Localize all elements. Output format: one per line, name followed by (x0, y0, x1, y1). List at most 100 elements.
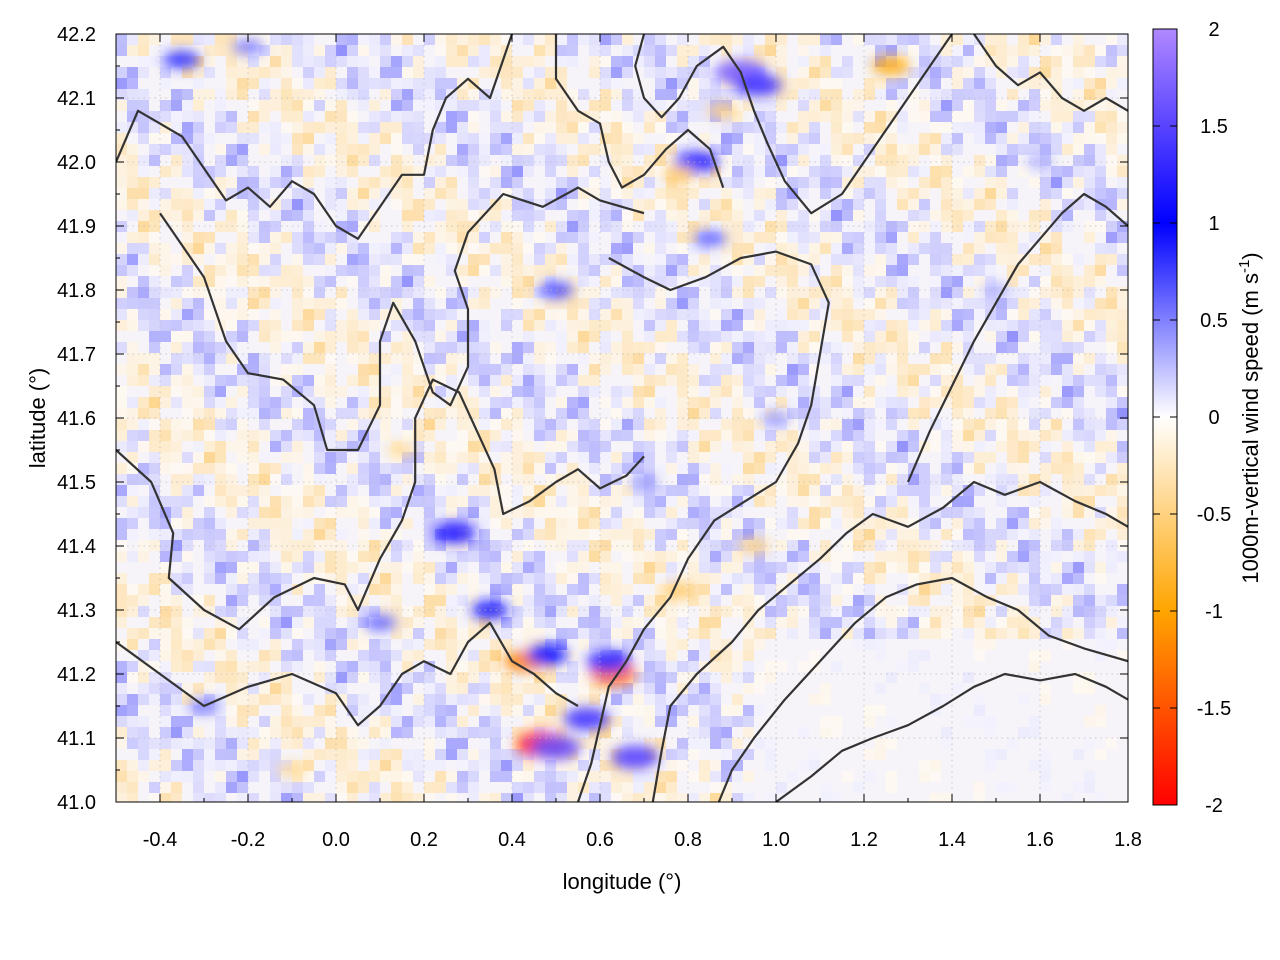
heatmap-cell (347, 584, 358, 595)
heatmap-cell (1040, 474, 1051, 485)
heatmap-cell (435, 177, 446, 188)
heatmap-cell (611, 793, 622, 802)
heatmap-cell (699, 694, 710, 705)
heatmap-cell (127, 771, 138, 782)
heatmap-cell (457, 386, 468, 397)
heatmap-cell (336, 760, 347, 771)
heatmap-cell (886, 155, 897, 166)
heatmap-cell (545, 166, 556, 177)
heatmap-cell (1117, 265, 1128, 276)
heatmap-cell (666, 672, 677, 683)
heatmap-cell (270, 243, 281, 254)
heatmap-cell (677, 243, 688, 254)
heatmap-cell (611, 430, 622, 441)
heatmap-cell (369, 309, 380, 320)
heatmap-cell (875, 287, 886, 298)
heatmap-cell (336, 133, 347, 144)
heatmap-cell (391, 749, 402, 760)
heatmap-cell (1018, 243, 1029, 254)
heatmap-cell (1106, 408, 1117, 419)
heatmap-cell (677, 661, 688, 672)
heatmap-cell (622, 606, 633, 617)
heatmap-cell (523, 485, 534, 496)
heatmap-cell (930, 771, 941, 782)
heatmap-cell (369, 386, 380, 397)
heatmap-cell (325, 441, 336, 452)
heatmap-cell (204, 397, 215, 408)
heatmap-cell (875, 34, 886, 45)
heatmap-cell (699, 738, 710, 749)
heatmap-cell (556, 375, 567, 386)
heatmap-cell (534, 683, 545, 694)
heatmap-cell (743, 463, 754, 474)
heatmap-cell (721, 485, 732, 496)
heatmap-cell (116, 78, 127, 89)
heatmap-cell (303, 782, 314, 793)
heatmap-cell (248, 408, 259, 419)
heatmap-cell (292, 144, 303, 155)
heatmap-cell (1029, 760, 1040, 771)
heatmap-cell (941, 364, 952, 375)
heatmap-cell (721, 221, 732, 232)
heatmap-cell (149, 287, 160, 298)
heatmap-cell (193, 386, 204, 397)
heatmap-cell (435, 331, 446, 342)
heatmap-cell (1073, 540, 1084, 551)
heatmap-cell (270, 562, 281, 573)
heatmap-cell (545, 760, 556, 771)
heatmap-cell (303, 430, 314, 441)
heatmap-cell (1106, 441, 1117, 452)
heatmap-cell (490, 562, 501, 573)
heatmap-cell (479, 265, 490, 276)
heatmap-cell (831, 606, 842, 617)
heatmap-cell (897, 276, 908, 287)
heatmap-cell (952, 584, 963, 595)
heatmap-cell (644, 221, 655, 232)
heatmap-cell (633, 408, 644, 419)
heatmap-cell (666, 694, 677, 705)
heatmap-cell (358, 606, 369, 617)
heatmap-cell (688, 430, 699, 441)
heatmap-cell (182, 276, 193, 287)
heatmap-cell (787, 551, 798, 562)
heatmap-cell (1029, 353, 1040, 364)
heatmap-cell (1095, 320, 1106, 331)
heatmap-cell (226, 650, 237, 661)
heatmap-cell (732, 122, 743, 133)
heatmap-cell (479, 793, 490, 802)
heatmap-cell (831, 188, 842, 199)
heatmap-cell (248, 276, 259, 287)
heatmap-cell (556, 419, 567, 430)
heatmap-cell (567, 474, 578, 485)
heatmap-cell (743, 419, 754, 430)
heatmap-cell (941, 419, 952, 430)
heatmap-cell (578, 683, 589, 694)
heatmap-cell (424, 210, 435, 221)
heatmap-cell (688, 793, 699, 802)
heatmap-cell (930, 573, 941, 584)
heatmap-cell (545, 276, 556, 287)
heatmap-cell (732, 419, 743, 430)
heatmap-cell (512, 441, 523, 452)
heatmap-cell (1029, 661, 1040, 672)
heatmap-cell (1051, 67, 1062, 78)
heatmap-cell (446, 771, 457, 782)
heatmap-cell (248, 661, 259, 672)
heatmap-cell (424, 683, 435, 694)
heatmap-cell (424, 100, 435, 111)
heatmap-cell (677, 617, 688, 628)
heatmap-cell (611, 540, 622, 551)
heatmap-cell (798, 34, 809, 45)
heatmap-cell (1117, 551, 1128, 562)
heatmap-cell (1095, 144, 1106, 155)
heatmap-cell (633, 232, 644, 243)
heatmap-cell (743, 716, 754, 727)
heatmap-cell (402, 364, 413, 375)
heatmap-cell (787, 331, 798, 342)
heatmap-cell (226, 562, 237, 573)
heatmap-cell (765, 243, 776, 254)
heatmap-cell (248, 133, 259, 144)
heatmap-cell (996, 540, 1007, 551)
heatmap-cell (754, 144, 765, 155)
heatmap-cell (963, 716, 974, 727)
